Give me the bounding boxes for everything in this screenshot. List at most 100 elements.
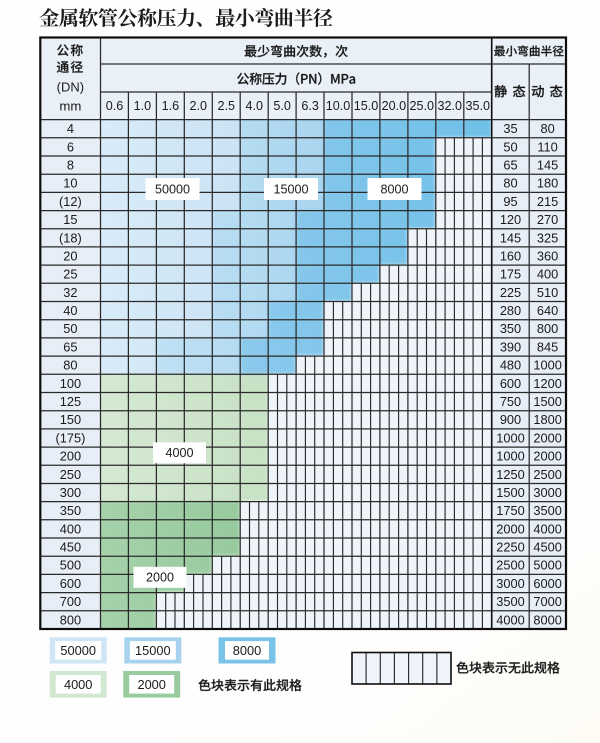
svg-text:450: 450 (60, 540, 81, 555)
svg-text:10.0: 10.0 (326, 99, 351, 113)
svg-text:350: 350 (500, 321, 521, 336)
svg-text:65: 65 (63, 339, 77, 354)
svg-text:15.0: 15.0 (354, 99, 379, 113)
svg-text:325: 325 (537, 230, 558, 245)
svg-text:1800: 1800 (533, 412, 561, 427)
svg-text:800: 800 (60, 612, 81, 627)
svg-text:510: 510 (537, 285, 558, 300)
svg-text:6.3: 6.3 (301, 99, 319, 113)
svg-text:(DN): (DN) (57, 80, 84, 95)
svg-text:2250: 2250 (496, 540, 524, 555)
svg-text:32: 32 (63, 285, 77, 300)
svg-text:3500: 3500 (533, 503, 561, 518)
svg-text:40: 40 (63, 303, 77, 318)
svg-text:150: 150 (60, 412, 81, 427)
svg-text:1200: 1200 (533, 376, 561, 391)
svg-text:4000: 4000 (533, 521, 561, 536)
svg-text:8000: 8000 (233, 643, 261, 658)
svg-text:8: 8 (67, 158, 74, 173)
svg-text:200: 200 (60, 449, 81, 464)
svg-text:5.0: 5.0 (273, 99, 291, 113)
svg-text:1000: 1000 (496, 430, 524, 445)
svg-text:50: 50 (63, 321, 77, 336)
svg-text:mm: mm (59, 99, 81, 114)
svg-text:6: 6 (67, 139, 74, 154)
svg-text:125: 125 (60, 394, 81, 409)
svg-text:(18): (18) (59, 230, 82, 245)
svg-text:215: 215 (537, 194, 558, 209)
svg-text:4500: 4500 (533, 540, 561, 555)
svg-text:800: 800 (537, 321, 558, 336)
svg-text:2.5: 2.5 (217, 99, 235, 113)
svg-text:2000: 2000 (533, 449, 561, 464)
svg-text:4000: 4000 (496, 612, 524, 627)
svg-text:5000: 5000 (533, 558, 561, 573)
svg-text:600: 600 (60, 576, 81, 591)
svg-text:1000: 1000 (496, 449, 524, 464)
svg-text:360: 360 (537, 248, 558, 263)
svg-text:225: 225 (500, 285, 521, 300)
svg-text:25.0: 25.0 (410, 99, 435, 113)
svg-text:15000: 15000 (273, 182, 308, 196)
svg-text:100: 100 (60, 376, 81, 391)
svg-text:845: 845 (537, 339, 558, 354)
svg-text:300: 300 (60, 485, 81, 500)
svg-text:180: 180 (537, 176, 558, 191)
svg-text:80: 80 (503, 176, 517, 191)
svg-text:8000: 8000 (380, 182, 408, 196)
svg-text:20.0: 20.0 (382, 99, 407, 113)
svg-text:80: 80 (63, 358, 77, 373)
svg-text:3000: 3000 (533, 485, 561, 500)
svg-text:1250: 1250 (496, 467, 524, 482)
svg-text:32.0: 32.0 (438, 99, 463, 113)
svg-text:700: 700 (60, 594, 81, 609)
svg-text:50000: 50000 (155, 182, 190, 196)
svg-text:50: 50 (503, 139, 517, 154)
svg-text:400: 400 (60, 521, 81, 536)
svg-text:750: 750 (500, 394, 521, 409)
svg-text:600: 600 (500, 376, 521, 391)
svg-text:8000: 8000 (533, 612, 561, 627)
svg-text:35: 35 (503, 121, 517, 136)
svg-text:3000: 3000 (496, 576, 524, 591)
svg-text:6000: 6000 (533, 576, 561, 591)
svg-text:65: 65 (503, 158, 517, 173)
svg-text:2000: 2000 (137, 677, 165, 692)
svg-text:15000: 15000 (135, 643, 171, 658)
svg-text:10: 10 (63, 176, 77, 191)
svg-text:250: 250 (60, 467, 81, 482)
svg-text:280: 280 (500, 303, 521, 318)
svg-text:80: 80 (540, 121, 554, 136)
svg-text:4.0: 4.0 (245, 99, 263, 113)
svg-text:350: 350 (60, 503, 81, 518)
svg-text:480: 480 (500, 358, 521, 373)
svg-text:1500: 1500 (496, 485, 524, 500)
svg-text:2000: 2000 (533, 430, 561, 445)
svg-text:1.0: 1.0 (134, 99, 152, 113)
svg-text:900: 900 (500, 412, 521, 427)
svg-text:1.6: 1.6 (162, 99, 180, 113)
svg-text:500: 500 (60, 558, 81, 573)
svg-text:120: 120 (500, 212, 521, 227)
svg-text:4000: 4000 (64, 677, 92, 692)
svg-text:25: 25 (63, 267, 77, 282)
svg-text:2000: 2000 (496, 521, 524, 536)
svg-text:110: 110 (537, 139, 557, 154)
svg-text:1500: 1500 (533, 394, 561, 409)
svg-text:390: 390 (500, 339, 521, 354)
svg-text:35.0: 35.0 (465, 99, 490, 113)
svg-text:7000: 7000 (533, 594, 561, 609)
svg-text:4000: 4000 (165, 446, 193, 460)
svg-text:2000: 2000 (146, 571, 174, 585)
svg-text:3500: 3500 (496, 594, 524, 609)
svg-text:95: 95 (503, 194, 517, 209)
svg-text:640: 640 (537, 303, 558, 318)
svg-text:1000: 1000 (533, 358, 561, 373)
svg-text:15: 15 (63, 212, 77, 227)
svg-text:145: 145 (537, 158, 558, 173)
svg-text:(12): (12) (59, 194, 82, 209)
svg-text:50000: 50000 (60, 643, 96, 658)
svg-text:0.6: 0.6 (106, 99, 124, 113)
svg-text:160: 160 (500, 248, 521, 263)
svg-text:2.0: 2.0 (190, 99, 208, 113)
